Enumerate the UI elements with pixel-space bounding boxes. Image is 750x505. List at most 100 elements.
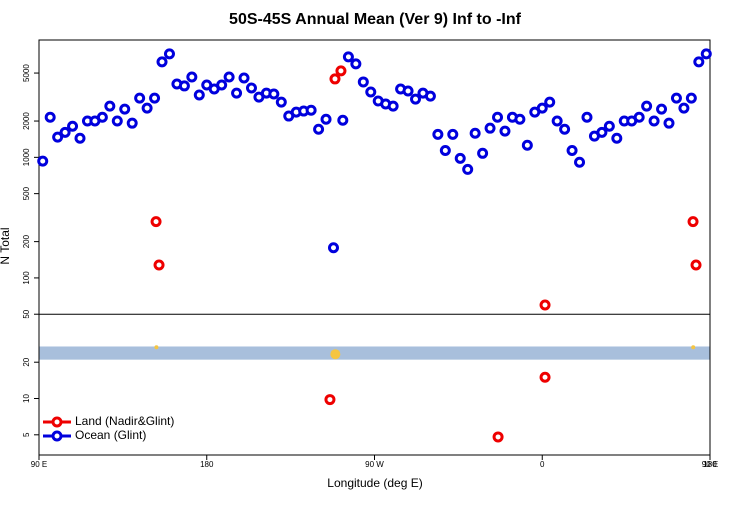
x-tick-label: 90 W (365, 460, 384, 469)
point (544, 96, 556, 108)
y-tick-label: 20 (22, 357, 31, 366)
point (424, 90, 436, 102)
point (536, 102, 548, 114)
point (410, 93, 422, 105)
point (149, 92, 161, 104)
point (477, 147, 489, 159)
point (134, 92, 146, 104)
x-axis-label: Longitude (deg E) (327, 476, 422, 490)
point (551, 115, 563, 127)
point (641, 100, 653, 112)
point (96, 111, 108, 123)
point (574, 156, 586, 168)
point (499, 125, 511, 137)
point (223, 71, 235, 83)
point (305, 104, 317, 116)
legend-label: Land (Nadir&Glint) (75, 414, 174, 428)
point (150, 216, 162, 228)
point (447, 128, 459, 140)
point (656, 103, 668, 115)
point (432, 128, 444, 140)
x-tick-label: 90 E (31, 460, 47, 469)
y-tick-label: 5000 (22, 64, 31, 82)
point (633, 111, 645, 123)
point (320, 113, 332, 125)
point (324, 394, 336, 406)
point (153, 259, 165, 271)
point (581, 111, 593, 123)
point (690, 259, 702, 271)
point (119, 103, 131, 115)
point (559, 123, 571, 135)
legend-marker (51, 430, 63, 442)
y-tick-label: 2000 (22, 112, 31, 130)
point (163, 48, 175, 60)
point (330, 349, 341, 360)
band (39, 346, 710, 360)
point (327, 242, 339, 254)
point (687, 216, 699, 228)
point (402, 85, 414, 97)
point (454, 152, 466, 164)
chart-title: 50S-45S Annual Mean (Ver 9) Inf to -Inf (229, 11, 522, 28)
y-tick-label: 1000 (22, 148, 31, 166)
point (387, 100, 399, 112)
point (514, 113, 526, 125)
point (154, 345, 159, 350)
point (700, 48, 712, 60)
point (245, 82, 257, 94)
point (231, 87, 243, 99)
point (186, 71, 198, 83)
point (178, 80, 190, 92)
point (663, 117, 675, 129)
point (539, 371, 551, 383)
point (268, 88, 280, 100)
x-tick-label: 180 (200, 460, 214, 469)
point (357, 76, 369, 88)
point (111, 115, 123, 127)
point (521, 139, 533, 151)
point (648, 115, 660, 127)
point (59, 126, 71, 138)
y-tick-label: 10 (22, 394, 31, 403)
point (193, 89, 205, 101)
y-tick-label: 200 (22, 234, 31, 248)
point (469, 127, 481, 139)
point (678, 102, 690, 114)
point (693, 56, 705, 68)
x-tick-label: 90 E (702, 460, 718, 469)
y-tick-label: 5 (22, 432, 31, 437)
y-tick-label: 100 (22, 271, 31, 285)
point (492, 111, 504, 123)
point (685, 92, 697, 104)
point (335, 65, 347, 77)
legend-marker (51, 416, 63, 428)
point (104, 100, 116, 112)
point (67, 120, 79, 132)
point (37, 155, 49, 167)
point (492, 431, 504, 443)
x-tick-label: 180 (703, 460, 717, 469)
point (365, 86, 377, 98)
point (329, 73, 341, 85)
point (670, 92, 682, 104)
legend-label: Ocean (Glint) (75, 428, 146, 442)
point (484, 122, 496, 134)
point (611, 132, 623, 144)
point (44, 111, 56, 123)
y-tick-label: 50 (22, 309, 31, 318)
x-tick-label: 0 (540, 460, 545, 469)
point (539, 299, 551, 311)
point (156, 56, 168, 68)
point (238, 72, 250, 84)
y-tick-label: 500 (22, 186, 31, 200)
point (566, 144, 578, 156)
point (216, 79, 228, 91)
point (313, 123, 325, 135)
point (52, 131, 64, 143)
point (275, 96, 287, 108)
y-axis-label: N Total (0, 227, 12, 264)
point (141, 102, 153, 114)
point (603, 120, 615, 132)
